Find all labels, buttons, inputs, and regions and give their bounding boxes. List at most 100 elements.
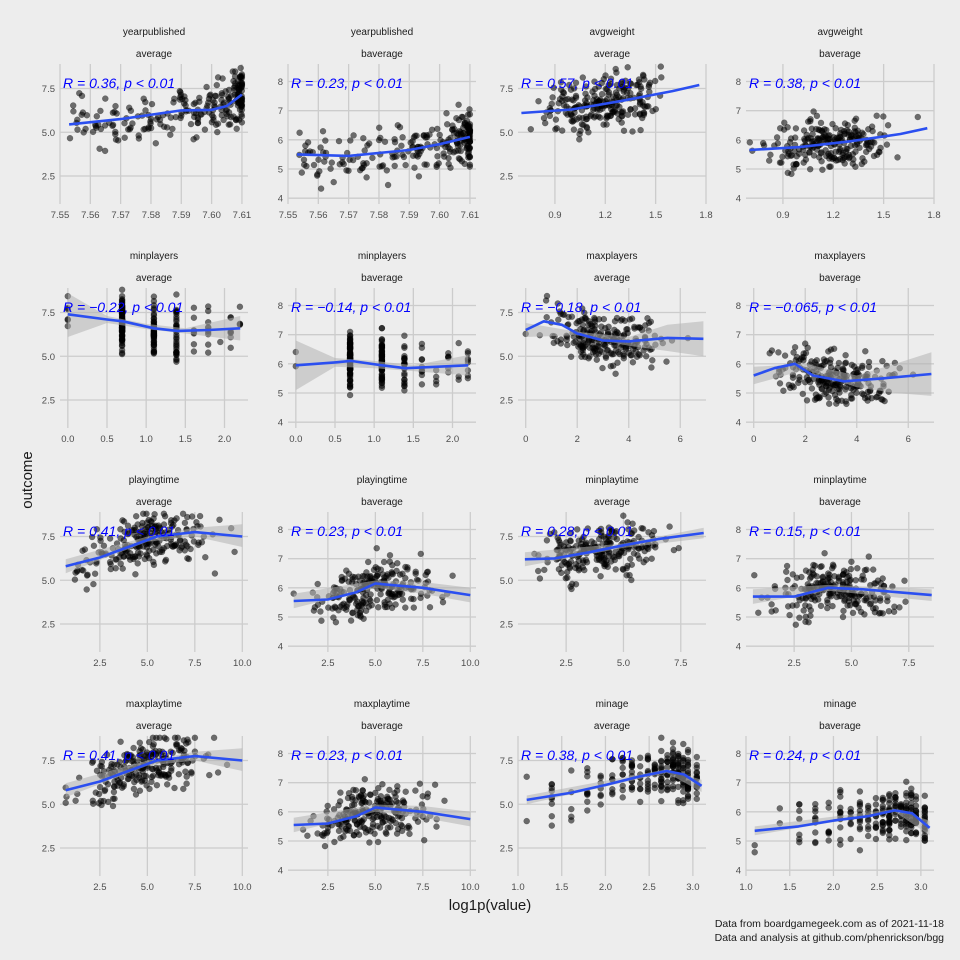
- data-point: [774, 140, 782, 147]
- x-tick-label: 1.5: [783, 882, 796, 893]
- data-point: [325, 604, 332, 611]
- data-point: [768, 601, 775, 608]
- correlation-annotation: R = 0.28, p < 0.01: [521, 523, 633, 539]
- x-tick-label: 5.0: [141, 658, 154, 669]
- data-point: [792, 621, 800, 628]
- data-point: [414, 818, 422, 825]
- x-tick-label: 0.9: [548, 210, 561, 221]
- data-point: [619, 771, 626, 778]
- data-point: [568, 767, 575, 774]
- data-point: [800, 350, 807, 357]
- data-point: [402, 574, 409, 582]
- y-tick-label: 5.0: [500, 352, 513, 363]
- data-point: [636, 78, 643, 86]
- data-point: [327, 165, 334, 172]
- data-point: [317, 185, 325, 192]
- y-tick-label: 8: [278, 301, 283, 312]
- data-point: [534, 567, 542, 575]
- data-point: [304, 832, 311, 840]
- y-tick-label: 4: [736, 418, 741, 429]
- data-point: [83, 112, 91, 119]
- data-point: [191, 734, 199, 742]
- data-point: [401, 379, 408, 386]
- x-tick-label: 10.0: [233, 658, 252, 669]
- data-point: [548, 812, 556, 820]
- data-point: [314, 830, 321, 837]
- data-point: [346, 328, 354, 336]
- data-point: [781, 119, 788, 126]
- data-point: [796, 801, 803, 808]
- data-point: [373, 572, 381, 579]
- data-point: [921, 807, 929, 815]
- data-point: [680, 799, 687, 807]
- data-point: [83, 586, 90, 593]
- data-point: [72, 797, 79, 804]
- data-point: [863, 566, 870, 573]
- data-point: [796, 807, 803, 815]
- data-point: [805, 376, 813, 383]
- data-point: [456, 156, 464, 163]
- y-tick-label: 7.5: [500, 532, 513, 543]
- x-tick-label: 2.0: [599, 882, 612, 893]
- data-point: [132, 512, 140, 520]
- data-point: [566, 564, 574, 572]
- data-point: [401, 332, 408, 339]
- data-point: [847, 835, 854, 843]
- data-point: [886, 800, 893, 807]
- data-point: [360, 134, 367, 142]
- data-point: [642, 322, 649, 329]
- data-point: [435, 160, 442, 167]
- y-tick-label: 2.5: [500, 172, 513, 183]
- data-point: [658, 758, 665, 765]
- data-point: [635, 350, 642, 358]
- data-point: [455, 339, 462, 347]
- data-point: [190, 304, 198, 312]
- data-point: [550, 84, 557, 92]
- data-point: [298, 169, 306, 176]
- data-point: [546, 112, 554, 120]
- data-point: [233, 125, 240, 133]
- data-point: [188, 513, 196, 520]
- data-point: [149, 734, 157, 742]
- data-point: [848, 558, 855, 566]
- data-point: [375, 136, 383, 144]
- data-point: [766, 350, 773, 357]
- x-tick-label: 3.0: [686, 882, 699, 893]
- data-point: [849, 609, 857, 617]
- data-point: [204, 341, 212, 348]
- data-point: [609, 772, 616, 779]
- data-point: [684, 748, 692, 756]
- data-point: [102, 95, 109, 102]
- data-point: [802, 595, 809, 603]
- data-point: [825, 132, 832, 139]
- data-point: [70, 108, 77, 115]
- data-point: [675, 783, 682, 791]
- x-tick-label: 1.0: [511, 882, 524, 893]
- data-point: [346, 335, 354, 343]
- data-point: [843, 383, 850, 391]
- data-point: [782, 568, 790, 576]
- data-point: [317, 608, 324, 615]
- panel-maxplaytime-average: maxplaytime average 2.5 5.0 7.5 10.0 2.5 5.0 7.5…: [42, 699, 252, 893]
- data-point: [579, 114, 586, 122]
- data-point: [402, 604, 409, 611]
- strip-label-variable: maxplayers: [586, 251, 637, 262]
- data-point: [212, 92, 220, 100]
- y-tick-label: 6: [736, 359, 741, 370]
- data-point: [366, 791, 374, 798]
- data-point: [391, 162, 398, 170]
- y-tick-label: 8: [736, 749, 741, 760]
- data-point: [582, 83, 590, 90]
- data-point: [645, 83, 653, 91]
- data-point: [812, 808, 819, 815]
- x-tick-label: 1.8: [699, 210, 712, 221]
- data-point: [902, 598, 909, 605]
- data-point: [365, 603, 373, 610]
- data-point: [875, 389, 883, 397]
- x-tick-label: 1.2: [599, 210, 612, 221]
- data-point: [800, 159, 807, 166]
- data-point: [466, 106, 473, 113]
- data-point: [884, 597, 891, 605]
- data-point: [649, 357, 656, 364]
- x-tick-label: 1.5: [649, 210, 662, 221]
